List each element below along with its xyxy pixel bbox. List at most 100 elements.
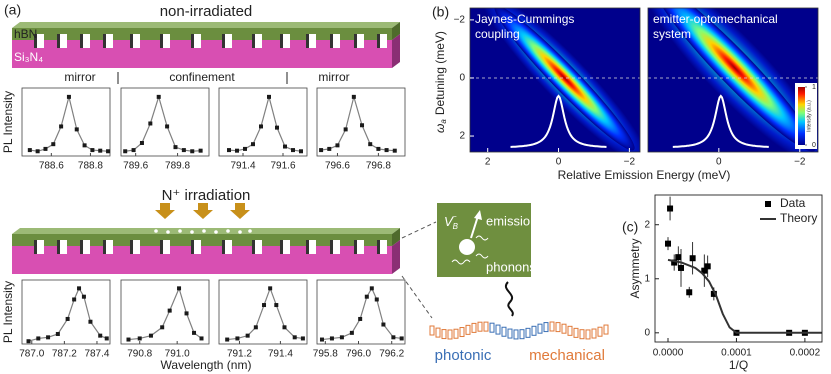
- data-point: [77, 286, 82, 291]
- x-tick-label: 796.6: [325, 161, 350, 172]
- sin-layer: [12, 246, 392, 274]
- x-tick-label: −2: [794, 157, 806, 168]
- data-point: [675, 254, 682, 261]
- data-point: [358, 316, 363, 321]
- chain-cell: [459, 327, 465, 338]
- hole-shade: [280, 240, 283, 254]
- emitter-dot: [459, 239, 475, 255]
- slab-top: [12, 22, 400, 28]
- hole: [34, 34, 44, 48]
- x-tick-label: −2: [624, 157, 636, 168]
- legend-label: Theory: [780, 211, 817, 225]
- x-tick-label: 2: [485, 157, 491, 168]
- x-axis-label: Relative Emission Energy (meV): [558, 168, 731, 182]
- heatmap-title: Jaynes-Cummings: [475, 12, 574, 26]
- chain-cell: [555, 322, 561, 333]
- implant-dot: [166, 230, 170, 234]
- hole-shade: [306, 240, 309, 254]
- x-tick-label: 0: [556, 157, 562, 168]
- hole-shade: [280, 34, 283, 48]
- irradiation-arrows: [155, 203, 250, 219]
- data-point: [678, 264, 685, 271]
- data-point: [704, 263, 711, 270]
- heatmap-title: system: [653, 27, 691, 41]
- heatmap-title: coupling: [475, 27, 520, 41]
- data-point: [329, 336, 334, 341]
- data-point: [190, 149, 195, 154]
- data-point: [181, 148, 186, 153]
- data-point: [148, 121, 153, 126]
- data-point: [686, 289, 693, 296]
- data-point: [177, 286, 182, 291]
- data-point: [43, 146, 48, 151]
- data-point: [26, 339, 31, 344]
- y-tick-label: 0: [459, 73, 465, 84]
- hole: [354, 240, 364, 254]
- chain-cell: [561, 323, 567, 334]
- x-tick-label: 787.0: [19, 349, 44, 360]
- colorbar: [798, 87, 805, 145]
- data-point: [90, 148, 95, 153]
- data-point: [123, 149, 128, 154]
- chain-cell: [429, 325, 435, 336]
- x-tick-label: 791.4: [230, 161, 255, 172]
- emission-arrow-head: [474, 210, 482, 220]
- data-point: [384, 148, 389, 153]
- region-label: mirror: [318, 70, 349, 84]
- hole: [130, 240, 140, 254]
- data-point: [235, 336, 240, 341]
- panel-label: (b): [432, 4, 449, 20]
- chain-cell: [585, 329, 591, 340]
- data-point: [139, 140, 144, 145]
- plot-frame: [21, 279, 111, 345]
- slab-side: [392, 240, 400, 274]
- mode-label: photonic: [435, 347, 492, 364]
- data-point: [319, 148, 324, 153]
- plot-frame: [469, 7, 641, 153]
- implant-dot: [154, 229, 158, 233]
- x-tick-label: 787.4: [84, 349, 109, 360]
- data-point: [327, 146, 332, 151]
- chain-cell: [447, 329, 453, 340]
- chain-cell: [519, 329, 525, 340]
- fit-line: [28, 287, 107, 342]
- x-tick-label: 796.8: [366, 161, 391, 172]
- data-point: [106, 149, 111, 154]
- data-point: [360, 123, 365, 128]
- layer-label: hBN: [14, 27, 37, 41]
- fit-line: [29, 96, 109, 152]
- chain-cell: [471, 322, 477, 333]
- heatmap-title: emitter-optomechanical: [653, 12, 778, 26]
- data-point: [351, 94, 356, 99]
- hole: [280, 240, 290, 254]
- hole-shade: [330, 34, 333, 48]
- chain-cell: [441, 329, 447, 340]
- hole: [103, 240, 113, 254]
- data-point: [671, 259, 678, 266]
- hole: [306, 34, 316, 48]
- hole-shade: [354, 34, 357, 48]
- hole: [57, 240, 67, 254]
- x-tick-label: 0: [716, 157, 722, 168]
- hole: [191, 34, 201, 48]
- hole: [222, 34, 232, 48]
- emitter-label: VB−: [444, 212, 459, 231]
- hole: [80, 34, 90, 48]
- chain-cell: [537, 323, 543, 334]
- data-point: [283, 144, 287, 149]
- x-tick-label: 796.2: [379, 349, 404, 360]
- data-point: [292, 335, 297, 340]
- data-point: [74, 127, 79, 132]
- hole-shade: [354, 240, 357, 254]
- mode-label: mechanical: [529, 347, 605, 364]
- hole-shade: [306, 34, 309, 48]
- chain-cell: [579, 329, 585, 340]
- connector: [505, 281, 514, 317]
- chain-cell: [507, 328, 513, 339]
- data-point: [88, 319, 93, 324]
- chain-cell: [435, 327, 441, 338]
- x-axis-label: 1/Q: [729, 358, 748, 372]
- hole: [252, 34, 262, 48]
- data-point: [259, 124, 263, 129]
- data-point: [335, 143, 340, 148]
